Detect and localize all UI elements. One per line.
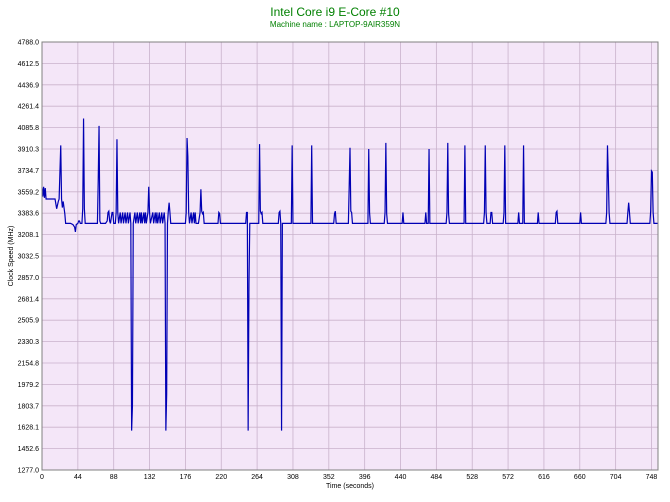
y-tick-label: 4261.4 [18,104,40,111]
x-tick-label: 660 [574,474,586,481]
y-tick-label: 1277.0 [18,468,40,475]
plot-border [41,41,659,471]
y-tick-label: 1628.1 [18,425,40,432]
chart-subtitle: Machine name : LAPTOP-9AIR359N [269,20,401,29]
y-tick-label: 2681.4 [18,296,40,303]
x-tick-label: 572 [502,474,514,481]
y-tick-label: 3734.7 [18,168,40,175]
y-tick-label: 2505.9 [18,318,40,325]
x-tick-label: 264 [251,474,263,481]
x-tick-label: 0 [40,474,44,481]
x-tick-label: 704 [610,474,622,481]
x-tick-label: 220 [215,474,227,481]
y-tick-label: 3208.1 [18,232,40,239]
series-line [41,118,658,431]
y-tick-label: 3383.6 [18,211,40,218]
y-axis-label: Clock Speed (MHz) [8,226,15,287]
x-axis-ticks: 0 44 88 132 176 220 264 308 352 396 440 484 528 572 61… [40,474,657,481]
y-tick-label: 2330.3 [18,339,40,346]
y-tick-label: 3559.2 [18,189,40,196]
x-tick-label: 748 [646,474,658,481]
y-tick-label: 1979.2 [18,382,40,389]
x-tick-label: 176 [180,474,192,481]
x-tick-label: 484 [431,474,443,481]
y-tick-label: 2154.8 [18,360,40,367]
x-tick-label: 616 [538,474,550,481]
x-tick-label: 132 [144,474,156,481]
x-axis-label: Time (seconds) [326,483,374,490]
x-tick-label: 528 [466,474,478,481]
y-tick-label: 4085.8 [18,125,40,132]
y-tick-label: 4788.0 [18,40,40,47]
y-tick-label: 3032.5 [18,254,40,261]
grid-lines [41,41,658,471]
x-tick-label: 440 [395,474,407,481]
x-tick-label: 88 [110,474,118,481]
y-tick-label: 1803.7 [18,403,40,410]
y-tick-label: 1452.6 [18,446,40,453]
x-tick-label: 308 [287,474,299,481]
y-tick-label: 4612.5 [18,61,40,68]
y-tick-label: 2857.0 [18,275,40,282]
chart-title: Intel Core i9 E-Core #10 [270,5,400,19]
x-tick-label: 44 [74,474,82,481]
y-tick-label: 4436.9 [18,82,40,89]
y-tick-label: 3910.3 [18,146,40,153]
x-tick-label: 352 [323,474,335,481]
x-tick-label: 396 [359,474,371,481]
y-axis-ticks: 1277.0 1452.6 1628.1 1803.7 1979.2 2154.8 2330… [18,40,40,475]
